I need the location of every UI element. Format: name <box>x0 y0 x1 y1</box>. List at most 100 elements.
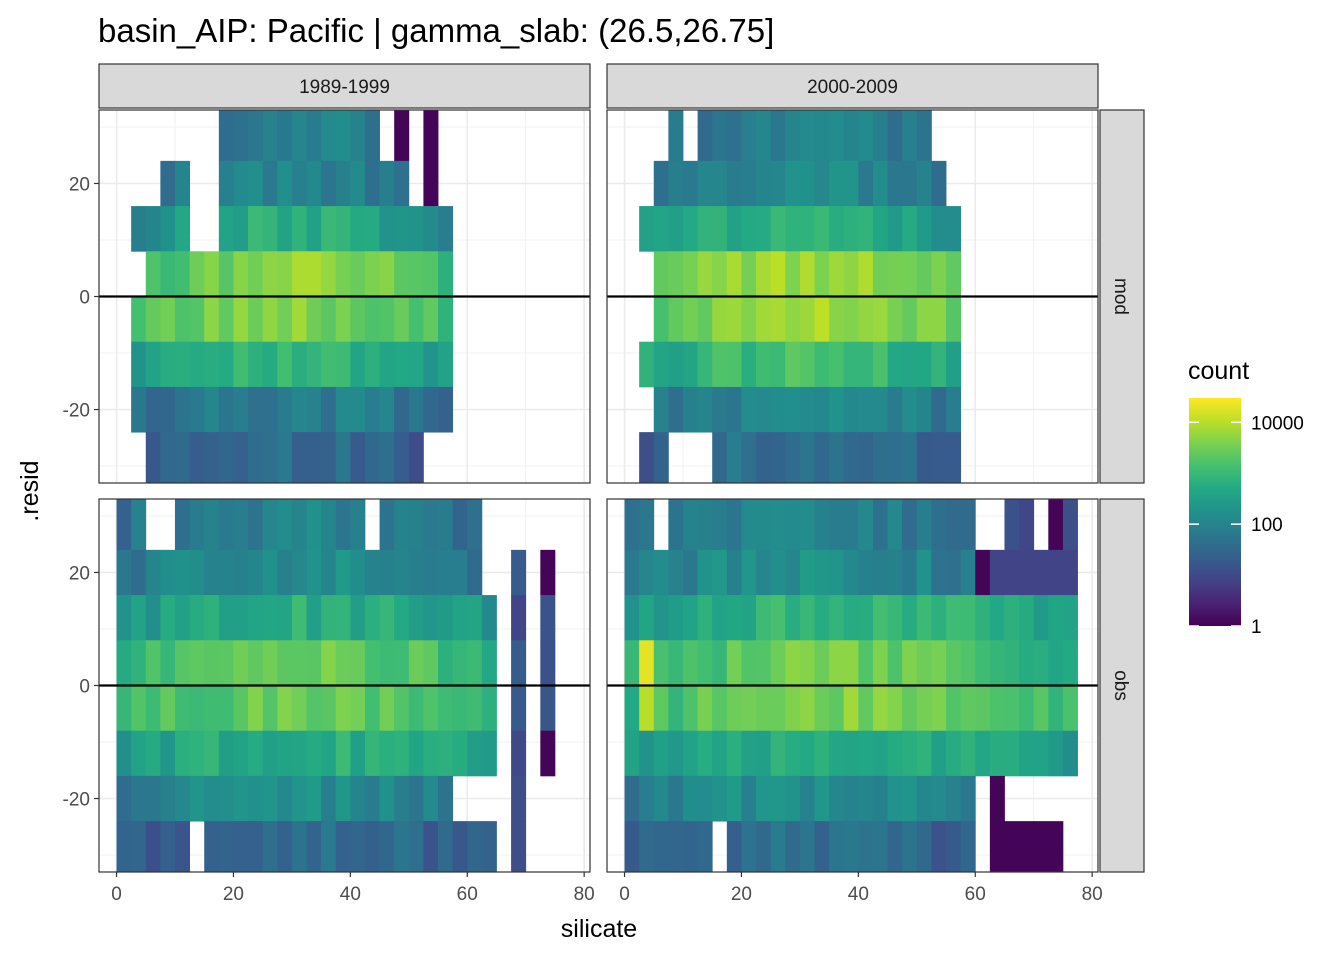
heatmap-tile <box>233 296 249 343</box>
heatmap-tile <box>668 640 684 686</box>
heatmap-tile <box>726 160 742 207</box>
heatmap-tile <box>916 595 932 641</box>
heatmap-tile <box>423 821 439 872</box>
heatmap-tile <box>379 160 395 207</box>
heatmap-tile <box>887 251 903 297</box>
heatmap-tile <box>653 821 669 872</box>
heatmap-tile <box>160 685 176 732</box>
heatmap-tile <box>726 110 742 162</box>
heatmap-tile <box>379 251 395 297</box>
heatmap-tile <box>248 110 264 162</box>
heatmap-tile <box>799 730 815 777</box>
heatmap-tile <box>350 685 366 732</box>
heatmap-tile <box>379 775 395 822</box>
heatmap-tile <box>989 640 1005 686</box>
heatmap-tile <box>350 110 366 162</box>
heatmap-tile <box>785 775 801 822</box>
heatmap-tile <box>291 730 307 777</box>
heatmap-tile <box>379 549 395 596</box>
heatmap-tile <box>262 251 278 297</box>
heatmap-tile <box>858 296 874 343</box>
heatmap-tile <box>145 821 161 872</box>
heatmap-tile <box>741 386 757 433</box>
heatmap-tile <box>946 730 962 777</box>
heatmap-tile <box>423 110 439 162</box>
heatmap-tile <box>218 685 234 732</box>
heatmap-tile <box>916 251 932 297</box>
heatmap-tile <box>946 386 962 433</box>
heatmap-tile <box>887 595 903 641</box>
heatmap-tile <box>916 730 932 777</box>
heatmap-tile <box>174 821 191 872</box>
heatmap-tile <box>712 640 728 686</box>
heatmap-tile <box>697 251 713 297</box>
heatmap-tile <box>639 685 655 732</box>
heatmap-tile <box>335 685 351 732</box>
heatmap-tile <box>511 549 527 596</box>
heatmap-tile <box>131 640 147 686</box>
heatmap-tile <box>872 296 888 343</box>
heatmap-tile <box>756 296 772 343</box>
heatmap-tile <box>452 685 468 732</box>
heatmap-tile <box>408 730 424 777</box>
heatmap-tile <box>364 251 380 297</box>
heatmap-tile <box>394 595 410 641</box>
heatmap-tile <box>218 549 234 596</box>
heatmap-tile <box>481 730 497 777</box>
heatmap-tile <box>160 730 176 777</box>
heatmap-tile <box>756 206 772 252</box>
heatmap-tile <box>335 160 351 207</box>
heatmap-tile <box>785 386 801 433</box>
heatmap-tile <box>262 685 278 732</box>
heatmap-tile <box>335 296 351 343</box>
heatmap-tile <box>682 640 699 686</box>
heatmap-tile <box>291 499 307 551</box>
heatmap-tile <box>829 386 845 433</box>
heatmap-tile <box>960 640 976 686</box>
heatmap-tile <box>931 549 947 596</box>
heatmap-tile <box>931 251 947 297</box>
heatmap-tile <box>467 549 483 596</box>
heatmap-tile <box>350 499 366 551</box>
heatmap-tile <box>931 775 947 822</box>
heatmap-tile <box>799 499 815 551</box>
heatmap-tile <box>204 296 220 343</box>
heatmap-tile <box>843 206 859 252</box>
heatmap-tile <box>438 595 454 641</box>
heatmap-tile <box>408 499 424 551</box>
heatmap-tile <box>946 296 962 343</box>
heatmap-tile <box>770 251 786 297</box>
heatmap-tile <box>960 595 976 641</box>
strip-row-1: mod <box>1099 109 1145 484</box>
heatmap-tile <box>624 549 640 596</box>
heatmap-tile <box>682 595 699 641</box>
heatmap-tile <box>624 685 640 732</box>
heatmap-tile <box>1004 499 1020 551</box>
heatmap-tile <box>902 386 918 433</box>
heatmap-tile <box>116 640 132 686</box>
heatmap-tile <box>189 296 205 343</box>
heatmap-tile <box>174 775 191 822</box>
legend-title: count <box>1188 357 1249 385</box>
heatmap-tile <box>682 549 699 596</box>
heatmap-tile <box>438 775 454 822</box>
heatmap-tile <box>335 110 351 162</box>
heatmap-tile <box>379 685 395 732</box>
x-tick-label: 20 <box>731 884 752 905</box>
heatmap-tile <box>467 499 483 551</box>
heatmap-tile <box>770 296 786 343</box>
heatmap-tile <box>653 775 669 822</box>
heatmap-tile <box>1048 730 1064 777</box>
heatmap-tile <box>160 251 176 297</box>
heatmap-tile <box>756 640 772 686</box>
heatmap-tile <box>394 206 410 252</box>
heatmap-tile <box>770 160 786 207</box>
heatmap-tile <box>364 595 380 641</box>
heatmap-tile <box>902 595 918 641</box>
heatmap-tile <box>233 821 249 872</box>
heatmap-tile <box>423 730 439 777</box>
heatmap-tile <box>1033 821 1064 872</box>
heatmap-tile <box>438 251 454 297</box>
heatmap-tile <box>306 640 322 686</box>
heatmap-tile <box>829 499 845 551</box>
